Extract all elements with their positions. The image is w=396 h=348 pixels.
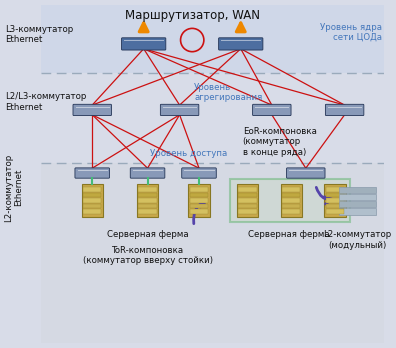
Text: Серверная ферма: Серверная ферма <box>107 230 188 239</box>
FancyBboxPatch shape <box>282 193 301 197</box>
FancyBboxPatch shape <box>138 209 157 214</box>
FancyBboxPatch shape <box>83 193 101 197</box>
FancyBboxPatch shape <box>138 198 157 203</box>
FancyBboxPatch shape <box>190 209 208 214</box>
Text: Маршрутизатор, WAN: Маршрутизатор, WAN <box>125 9 260 22</box>
FancyBboxPatch shape <box>188 184 210 217</box>
FancyBboxPatch shape <box>230 179 350 222</box>
FancyBboxPatch shape <box>238 204 257 208</box>
FancyBboxPatch shape <box>190 193 208 197</box>
FancyBboxPatch shape <box>326 193 344 197</box>
FancyBboxPatch shape <box>326 198 344 203</box>
FancyBboxPatch shape <box>326 209 344 214</box>
FancyBboxPatch shape <box>190 187 208 192</box>
FancyBboxPatch shape <box>41 73 385 163</box>
Text: L2-коммутатор
(модульный): L2-коммутатор (модульный) <box>323 230 391 250</box>
FancyBboxPatch shape <box>282 204 301 208</box>
FancyBboxPatch shape <box>282 198 301 203</box>
FancyBboxPatch shape <box>326 204 344 208</box>
Text: Уровень доступа: Уровень доступа <box>150 149 228 158</box>
FancyBboxPatch shape <box>75 168 110 178</box>
FancyBboxPatch shape <box>190 204 208 208</box>
FancyBboxPatch shape <box>138 204 157 208</box>
FancyBboxPatch shape <box>138 193 157 197</box>
FancyBboxPatch shape <box>339 187 376 193</box>
FancyBboxPatch shape <box>82 184 103 217</box>
FancyBboxPatch shape <box>182 168 216 178</box>
FancyBboxPatch shape <box>41 5 385 73</box>
FancyBboxPatch shape <box>287 168 325 178</box>
FancyBboxPatch shape <box>138 187 157 192</box>
FancyBboxPatch shape <box>238 193 257 197</box>
FancyBboxPatch shape <box>219 38 263 50</box>
Text: L2-коммутатор
Ethernet: L2-коммутатор Ethernet <box>4 153 23 222</box>
FancyBboxPatch shape <box>238 187 257 192</box>
FancyBboxPatch shape <box>339 194 376 200</box>
FancyBboxPatch shape <box>280 184 302 217</box>
FancyBboxPatch shape <box>122 38 166 50</box>
FancyBboxPatch shape <box>160 104 199 116</box>
Text: ToR-компоновка
(коммутатор вверху стойки): ToR-компоновка (коммутатор вверху стойки… <box>82 246 213 265</box>
FancyBboxPatch shape <box>83 204 101 208</box>
FancyBboxPatch shape <box>130 168 165 178</box>
FancyBboxPatch shape <box>41 163 385 343</box>
Text: L3-коммутатор
Ethernet: L3-коммутатор Ethernet <box>5 24 73 44</box>
FancyBboxPatch shape <box>282 209 301 214</box>
FancyBboxPatch shape <box>238 209 257 214</box>
FancyBboxPatch shape <box>238 198 257 203</box>
FancyBboxPatch shape <box>73 104 111 116</box>
FancyBboxPatch shape <box>137 184 158 217</box>
Text: Серверная ферма: Серверная ферма <box>248 230 329 239</box>
Text: Уровень
агрегирования: Уровень агрегирования <box>194 83 263 102</box>
FancyBboxPatch shape <box>83 198 101 203</box>
FancyBboxPatch shape <box>83 187 101 192</box>
FancyBboxPatch shape <box>237 184 258 217</box>
Text: EoR-компоновка
(коммутатор
в конце ряда): EoR-компоновка (коммутатор в конце ряда) <box>243 127 316 157</box>
FancyBboxPatch shape <box>83 209 101 214</box>
FancyBboxPatch shape <box>326 187 344 192</box>
FancyBboxPatch shape <box>253 104 291 116</box>
FancyBboxPatch shape <box>339 201 376 207</box>
FancyBboxPatch shape <box>339 208 376 215</box>
FancyBboxPatch shape <box>282 187 301 192</box>
FancyBboxPatch shape <box>190 198 208 203</box>
Text: Уровень ядра
сети ЦОДа: Уровень ядра сети ЦОДа <box>320 23 381 42</box>
FancyBboxPatch shape <box>324 184 346 217</box>
Text: L2/L3-коммутатор
Ethernet: L2/L3-коммутатор Ethernet <box>5 93 86 112</box>
FancyBboxPatch shape <box>326 104 364 116</box>
